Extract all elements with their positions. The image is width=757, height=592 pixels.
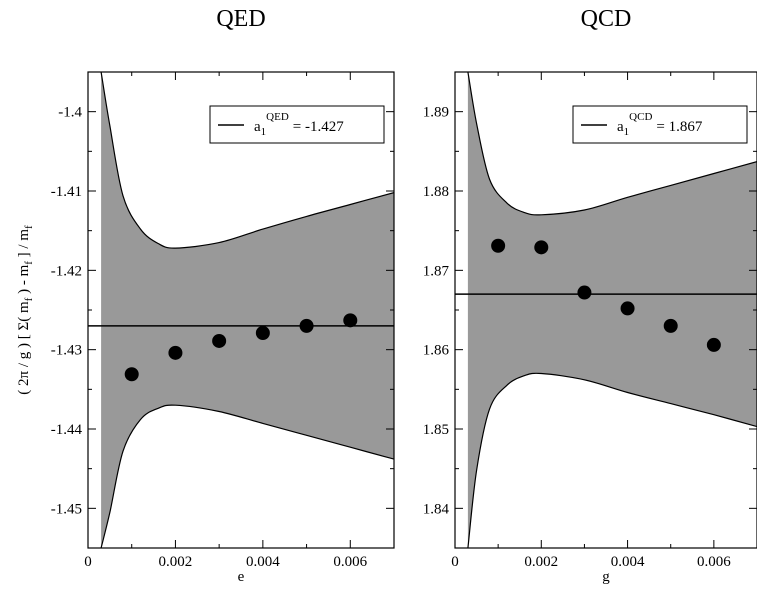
qcd-error-band [467, 72, 757, 548]
qcd-x-tick-label: 0 [451, 554, 459, 570]
qed-y-tick-label: -1.45 [51, 501, 82, 517]
qcd-y-tick-label: 1.86 [423, 343, 450, 359]
qed-data-point [255, 326, 270, 341]
qed-x-axis-label: e [238, 569, 245, 585]
qcd-panel: QCD 0 0.002 0.004 0.006 1.84 1.85 1.86 1.87 1.88 1… [423, 6, 757, 585]
shared-y-axis-label: ( 2π / g ) [ Σ( mf ) - mf ] / mf [16, 225, 35, 395]
qcd-y-tick-label: 1.85 [423, 422, 449, 438]
qcd-title: QCD [581, 6, 632, 32]
qcd-band-upper-edge [467, 72, 757, 216]
qed-error-band [101, 72, 394, 548]
qcd-y-tick-label: 1.89 [423, 105, 449, 121]
qcd-legend-label: a1QCD= 1.867 [617, 111, 703, 138]
qed-data-point [212, 333, 227, 348]
qcd-data-point [663, 318, 678, 333]
qcd-data-point [706, 337, 721, 352]
qcd-legend: a1QCD= 1.867 [572, 105, 748, 144]
qcd-x-axis-label: g [602, 569, 610, 585]
qed-band-upper-edge [100, 72, 394, 249]
qed-y-tick-label: -1.44 [51, 422, 83, 438]
qed-y-tick-label: -1.42 [51, 263, 82, 279]
qed-title: QED [216, 6, 265, 32]
qcd-data-point [534, 240, 549, 255]
qed-data-point [124, 367, 139, 382]
qcd-data-point [577, 285, 592, 300]
qed-x-tick-label: 0.004 [246, 554, 280, 570]
qed-x-tick-label: 0 [84, 554, 92, 570]
qcd-data-point [620, 301, 635, 316]
qed-y-tick-label: -1.41 [51, 184, 82, 200]
qcd-band-lower-edge [467, 372, 757, 548]
qcd-x-tick-label: 0.002 [524, 554, 558, 570]
qed-y-tick-label: -1.43 [51, 343, 82, 359]
qed-y-tick-label: -1.4 [58, 105, 82, 121]
qcd-x-tick-label: 0.004 [611, 554, 645, 570]
qed-x-tick-label: 0.006 [333, 554, 367, 570]
qed-legend: a1QED= -1.427 [209, 105, 385, 144]
qcd-y-tick-label: 1.87 [423, 263, 450, 279]
qed-data-point [168, 345, 183, 360]
qed-band-lower-edge [100, 404, 394, 548]
qed-panel: QED 0 0.002 0.004 0.006 -1.45 -1.44 -1.43 -1.42 -… [51, 6, 395, 585]
qcd-x-tick-label: 0.006 [697, 554, 731, 570]
qed-x-tick-label: 0.002 [159, 554, 193, 570]
qed-data-point [299, 318, 314, 333]
qcd-y-tick-label: 1.88 [423, 184, 449, 200]
qed-data-point [343, 313, 358, 328]
qcd-y-tick-label: 1.84 [423, 501, 450, 517]
qcd-data-point [491, 238, 506, 253]
qed-legend-label: a1QED= -1.427 [254, 111, 344, 138]
